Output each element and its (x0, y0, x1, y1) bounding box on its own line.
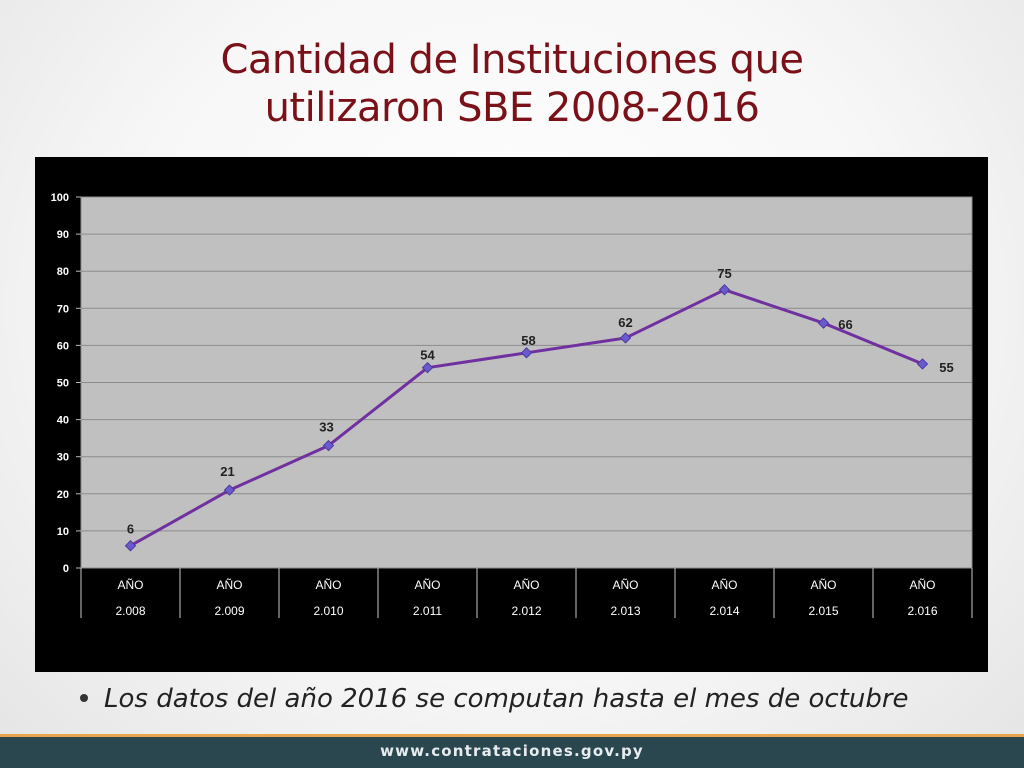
y-tick-label: 100 (51, 192, 69, 204)
data-label: 55 (939, 360, 953, 375)
y-tick-label: 30 (57, 452, 69, 464)
data-label: 58 (521, 333, 535, 348)
y-tick-label: 50 (57, 378, 69, 390)
data-point-marker (718, 284, 731, 296)
data-label: 6 (127, 522, 134, 537)
y-tick-label: 70 (57, 303, 69, 315)
slide-title: Cantidad de Instituciones que utilizaron… (0, 36, 1024, 132)
line-chart: 0 10 20 30 40 50 60 70 80 90 100 AÑO 2.008 AÑO 2.009 AÑ… (35, 157, 988, 672)
y-tick-label: 60 (57, 340, 69, 352)
y-tick-label: 0 (63, 563, 69, 575)
data-point-marker (817, 317, 830, 329)
data-point-marker (520, 347, 533, 359)
footer-bar: www.contrataciones.gov.py (0, 737, 1024, 768)
data-point-marker (322, 439, 335, 452)
bullet-icon (80, 693, 88, 702)
x-tick-label-word: AÑO (612, 578, 638, 592)
x-tick-label-year: 2.016 (907, 604, 937, 618)
data-point-marker (223, 484, 236, 496)
x-tick-label-word: AÑO (117, 578, 143, 592)
x-tick-label-year: 2.015 (808, 604, 838, 618)
data-point-marker (124, 540, 137, 552)
x-tick-label-word: AÑO (513, 578, 539, 592)
data-label: 75 (717, 266, 731, 281)
x-tick-label-word: AÑO (810, 578, 836, 592)
x-tick-label-year: 2.011 (413, 604, 442, 618)
x-tick-label-word: AÑO (315, 578, 341, 592)
data-label: 54 (420, 348, 435, 363)
data-point-marker (916, 358, 929, 370)
x-tick-label-year: 2.008 (115, 604, 145, 618)
chart-canvas: 0 10 20 30 40 50 60 70 80 90 100 AÑO 2.008 AÑO 2.009 AÑ… (51, 192, 973, 618)
x-tick-label-year: 2.010 (313, 604, 343, 618)
footer-accent-line (0, 734, 1024, 737)
x-tick-label-year: 2.012 (511, 604, 541, 618)
slide-title-line-2: utilizaron SBE 2008-2016 (264, 85, 760, 131)
y-tick-label: 10 (57, 526, 69, 538)
data-label: 66 (838, 317, 852, 332)
x-tick-label-word: AÑO (414, 578, 440, 592)
y-tick-label: 20 (57, 489, 69, 501)
x-tick-label-year: 2.009 (214, 604, 244, 618)
footnote-text: Los datos del año 2016 se computan hasta… (104, 684, 909, 714)
slide-title-line-1: Cantidad de Instituciones que (220, 37, 804, 83)
x-tick-label-year: 2.013 (610, 604, 640, 618)
footer-url: www.contrataciones.gov.py (380, 742, 644, 760)
y-tick-label: 80 (57, 266, 69, 278)
data-label: 33 (319, 420, 333, 435)
y-tick-label: 90 (57, 229, 69, 241)
data-label: 21 (220, 464, 234, 479)
x-tick-label-word: AÑO (216, 578, 242, 592)
footnote-bullet: Los datos del año 2016 se computan hasta… (80, 684, 1000, 714)
x-tick-label-word: AÑO (909, 578, 935, 592)
data-point-marker (421, 361, 434, 374)
y-tick-label: 40 (57, 415, 69, 427)
x-tick-label-year: 2.014 (709, 604, 739, 618)
data-label: 62 (618, 315, 632, 330)
data-point-marker (619, 332, 632, 344)
x-tick-label-word: AÑO (711, 578, 737, 592)
